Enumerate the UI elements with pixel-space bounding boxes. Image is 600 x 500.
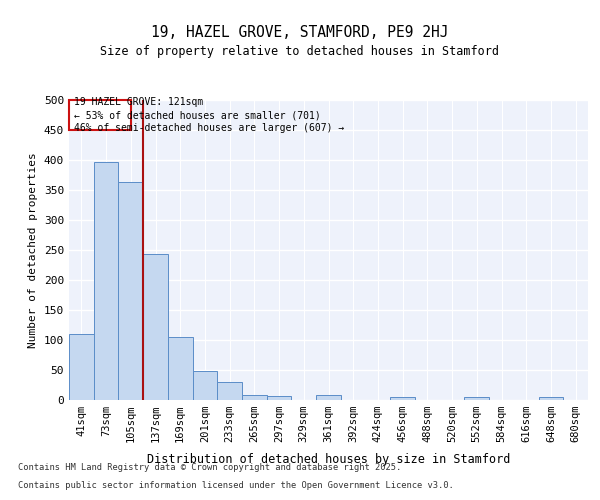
Text: Contains HM Land Registry data © Crown copyright and database right 2025.: Contains HM Land Registry data © Crown c… bbox=[18, 463, 401, 472]
Bar bbox=[390, 397, 415, 400]
Bar bbox=[267, 396, 292, 400]
Text: 19 HAZEL GROVE: 121sqm
← 53% of detached houses are smaller (701)
46% of semi-de: 19 HAZEL GROVE: 121sqm ← 53% of detached… bbox=[74, 97, 344, 133]
Bar bbox=[118, 182, 143, 400]
Bar bbox=[94, 162, 118, 400]
X-axis label: Distribution of detached houses by size in Stamford: Distribution of detached houses by size … bbox=[147, 454, 510, 466]
Text: Size of property relative to detached houses in Stamford: Size of property relative to detached ho… bbox=[101, 44, 499, 58]
Bar bbox=[193, 370, 217, 400]
FancyBboxPatch shape bbox=[69, 100, 131, 130]
Y-axis label: Number of detached properties: Number of detached properties bbox=[28, 152, 38, 348]
Bar bbox=[464, 397, 489, 400]
Bar bbox=[217, 382, 242, 400]
Bar bbox=[316, 395, 341, 400]
Bar bbox=[168, 337, 193, 400]
Text: Contains public sector information licensed under the Open Government Licence v3: Contains public sector information licen… bbox=[18, 480, 454, 490]
Bar bbox=[539, 397, 563, 400]
Bar bbox=[143, 254, 168, 400]
Bar bbox=[69, 334, 94, 400]
Bar bbox=[242, 394, 267, 400]
Text: 19, HAZEL GROVE, STAMFORD, PE9 2HJ: 19, HAZEL GROVE, STAMFORD, PE9 2HJ bbox=[151, 25, 449, 40]
